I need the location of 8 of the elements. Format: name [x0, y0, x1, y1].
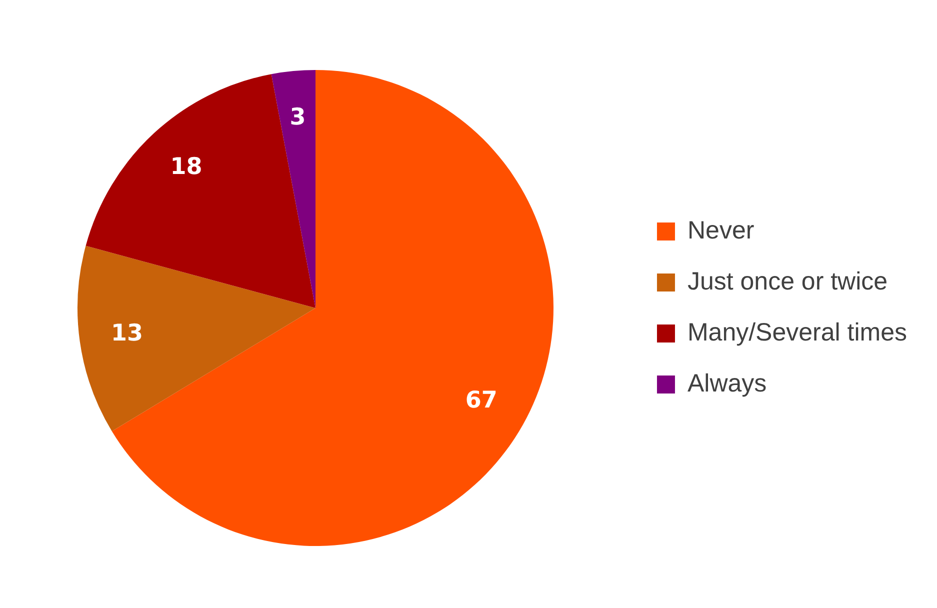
legend-label: Many/Several times [687, 318, 908, 346]
data-label: 13 [110, 320, 143, 347]
legend-label: Never [687, 216, 754, 244]
legend-label: Always [687, 369, 767, 398]
data-label: 67 [465, 387, 498, 414]
legend-label: Just once or twice [687, 267, 888, 296]
data-label: 3 [290, 104, 306, 130]
data-label: 18 [170, 154, 202, 180]
